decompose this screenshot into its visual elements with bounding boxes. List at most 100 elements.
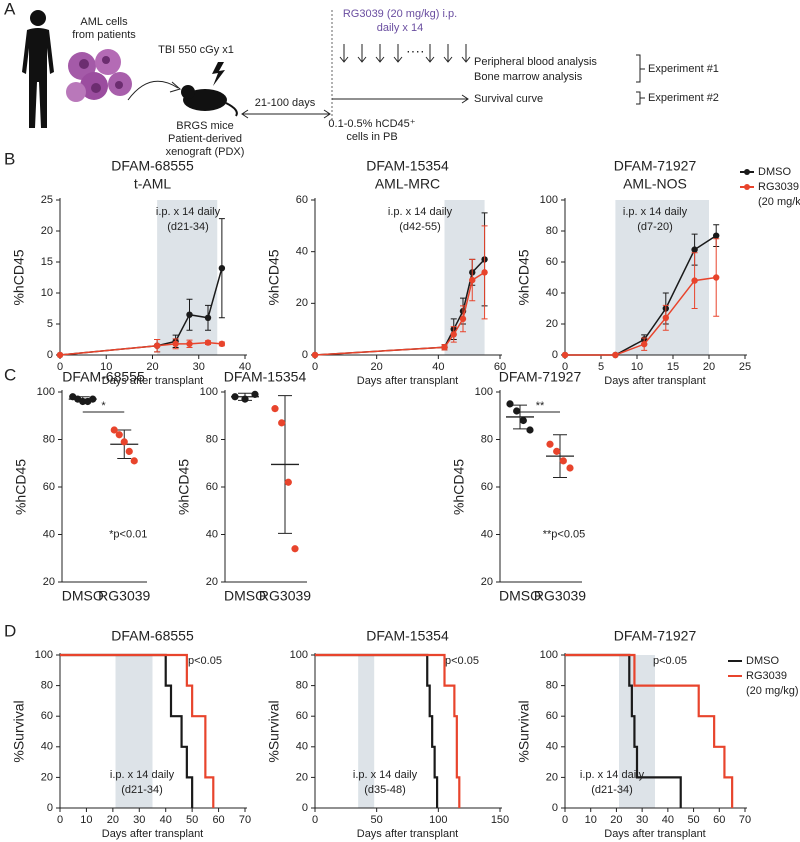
x-tick-label: 70 xyxy=(239,814,251,826)
data-point xyxy=(713,232,720,239)
x-tick-label: 20 xyxy=(107,814,119,826)
data-point xyxy=(110,426,118,434)
y-tick-label: 80 xyxy=(43,433,55,445)
dots: ···· xyxy=(406,43,425,59)
data-point xyxy=(561,351,569,359)
y-tick-label: 0 xyxy=(302,349,308,361)
chart-title: AML-NOS xyxy=(623,176,687,192)
data-point xyxy=(691,277,698,284)
x-tick-label: 50 xyxy=(371,814,383,826)
chart-title: DFAM-71927 xyxy=(614,628,697,644)
readout-text: Peripheral blood analysis xyxy=(474,56,597,68)
x-tick-label: 20 xyxy=(703,361,715,373)
annotation: i.p. x 14 daily xyxy=(623,206,688,218)
data-point xyxy=(691,246,698,253)
y-tick-label: 100 xyxy=(290,649,308,661)
chart-title: DFAM-15354 xyxy=(366,628,449,644)
data-point xyxy=(204,314,212,321)
x-tick-label: 50 xyxy=(687,814,699,826)
x-tick-label: 25 xyxy=(739,361,751,373)
y-axis-label: %Survival xyxy=(266,700,282,762)
y-tick-label: 80 xyxy=(206,433,218,445)
mice-text: xenograft (PDX) xyxy=(166,146,245,158)
data-point xyxy=(79,397,87,406)
legend-note: (20 mg/kg) xyxy=(758,196,800,208)
x-tick-label: DMSO xyxy=(499,588,541,604)
readout-text: Bone marrow analysis xyxy=(474,71,583,83)
survival-curve xyxy=(565,653,682,808)
axis xyxy=(224,390,307,583)
radiation-bolt xyxy=(212,62,225,86)
data-point xyxy=(278,419,286,427)
series-line xyxy=(565,276,717,356)
x-tick-label: 0 xyxy=(562,361,568,373)
data-point xyxy=(56,351,64,359)
schematic: ···· xyxy=(22,10,645,128)
data-point xyxy=(519,416,527,425)
x-tick-label: 10 xyxy=(631,361,643,373)
chart-title: AML-MRC xyxy=(375,176,440,192)
survival-curve xyxy=(565,653,734,808)
p-value: p<0.05 xyxy=(445,655,479,667)
data-point xyxy=(469,276,476,284)
chart-title: DFAM-71927 xyxy=(499,369,582,385)
y-tick-label: 40 xyxy=(481,528,493,540)
x-axis-label: Days after transplant xyxy=(357,375,459,387)
human-silhouette xyxy=(22,10,54,128)
x-tick-label: 30 xyxy=(636,814,648,826)
y-tick-label: 20 xyxy=(43,576,55,588)
x-tick-label: RG3039 xyxy=(534,588,586,604)
x-tick-label: 30 xyxy=(193,361,205,373)
y-tick-label: 40 xyxy=(546,741,558,753)
x-tick-label: RG3039 xyxy=(259,588,311,604)
x-tick-label: 150 xyxy=(491,814,509,826)
y-axis-label: %hCD45 xyxy=(176,459,192,515)
x-tick-label: 40 xyxy=(432,361,444,373)
y-axis-label: %hCD45 xyxy=(266,249,282,305)
mice-text: Patient-derived xyxy=(168,133,242,145)
treatment-window xyxy=(358,655,375,808)
sd-bar xyxy=(553,434,567,478)
y-tick-label: 60 xyxy=(41,710,53,722)
significance-mark: * xyxy=(101,400,106,412)
y-axis-label: %Survival xyxy=(11,700,27,762)
y-tick-label: 20 xyxy=(546,318,558,330)
chart-title: DFAM-15354 xyxy=(366,158,449,174)
x-axis-label: Days after transplant xyxy=(604,375,706,387)
data-point xyxy=(641,340,648,348)
data-point xyxy=(546,440,554,448)
followup-head xyxy=(461,94,469,104)
y-tick-label: 40 xyxy=(41,741,53,753)
y-tick-label: 100 xyxy=(37,386,55,398)
data-point xyxy=(218,340,226,348)
arrow-head xyxy=(169,81,182,93)
interval-heads xyxy=(241,109,331,119)
data-point xyxy=(450,331,457,338)
x-tick-label: DMSO xyxy=(224,588,266,604)
y-tick-label: 40 xyxy=(296,246,308,258)
panel-label: B xyxy=(4,149,15,168)
x-tick-label: 20 xyxy=(146,361,158,373)
experiment-text: Experiment #1 xyxy=(648,63,719,75)
experiment-text: Experiment #2 xyxy=(648,92,719,104)
irradiation-text: TBI 550 cGy x1 xyxy=(158,44,234,56)
data-point xyxy=(120,438,128,446)
y-tick-label: 60 xyxy=(546,710,558,722)
y-tick-label: 60 xyxy=(43,481,55,493)
legend-label: RG3039 xyxy=(758,181,799,193)
x-tick-label: 40 xyxy=(160,814,172,826)
data-point xyxy=(218,265,226,272)
y-tick-label: 80 xyxy=(41,680,53,692)
significance-mark: ** xyxy=(536,400,545,412)
y-axis-label: %hCD45 xyxy=(11,249,27,305)
annotation: i.p. x 14 daily xyxy=(580,769,645,781)
legend-note: (20 mg/kg) xyxy=(746,685,799,697)
sd-bar xyxy=(278,395,292,534)
survival-curve xyxy=(315,653,439,808)
y-tick-label: 20 xyxy=(546,771,558,783)
axis xyxy=(61,390,147,583)
y-axis-label: %hCD45 xyxy=(13,459,29,515)
chart-title: DFAM-68555 xyxy=(62,369,145,385)
treatment-window xyxy=(615,200,709,355)
